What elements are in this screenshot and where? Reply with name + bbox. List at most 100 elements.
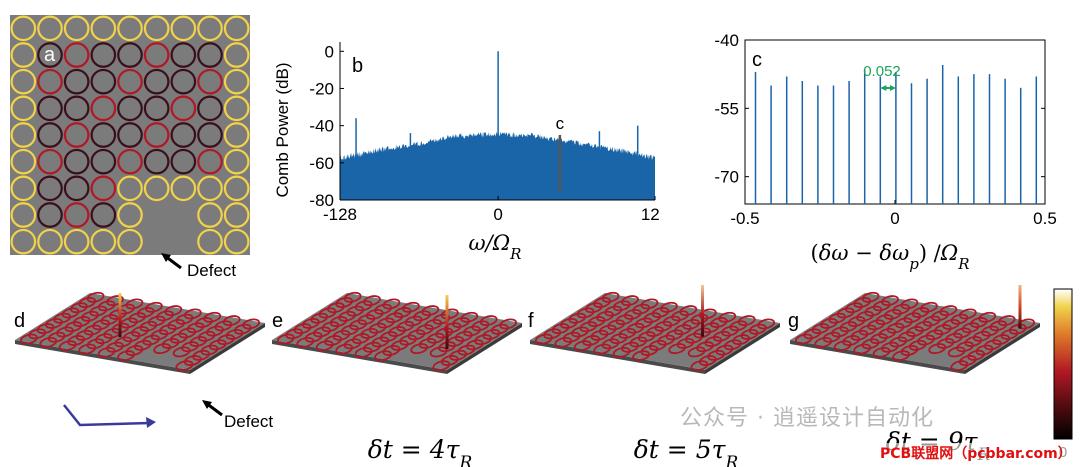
ring-resonator-3d [424,318,443,330]
ring-resonator-3d [944,332,963,344]
ring-resonator-3d [931,310,949,322]
ring-resonator-3d [936,337,955,349]
intensity-spike [118,293,122,338]
ring-resonator-3d [844,302,863,314]
ring-resonator-3d [401,301,420,313]
ring-resonator-3d [374,303,393,315]
ring-resonator-3d [482,328,501,340]
ring-resonator-3d [379,331,398,343]
panel-f-3d [530,285,780,374]
ring-resonator-3d [601,291,620,303]
ring-resonator-3d [310,312,329,324]
ring-resonator [37,42,63,68]
ring-resonator-3d [426,332,445,344]
ring-resonator-3d [457,344,476,356]
ring-resonator-3d [869,333,888,345]
ring-resonator-3d [886,322,905,334]
ring-resonator-3d [83,324,102,336]
ring-resonator-3d [222,315,241,327]
ring-resonator-3d [740,328,759,340]
ring-resonator-3d [961,322,980,334]
ring-resonator-3d [707,349,726,361]
ring-resonator [37,202,63,228]
ring-resonator-3d [831,326,849,338]
ring-resonator [143,175,170,202]
ring-resonator-3d [133,339,152,351]
panel-label-g: g [788,310,799,332]
ring-resonator-3d [326,302,345,314]
lattice-edge [190,323,265,374]
ring-resonator-3d [584,302,603,314]
ring-resonator-3d [881,295,899,307]
ring-resonator [90,228,117,255]
ring-resonator [170,68,197,95]
ring-resonator-3d [757,318,776,330]
ring-resonator-3d [853,343,872,355]
ring-resonator-3d [933,324,952,336]
ring-resonator-3d [465,339,484,351]
ring-resonator-3d [139,320,158,332]
ring-resonator [37,122,63,148]
ring-resonator-3d [404,315,423,327]
ring-resonator-3d [418,337,437,349]
ring-resonator-3d [942,318,961,330]
ring-resonator-3d [967,349,986,361]
ring-resonator-3d [28,328,47,340]
ring-resonator-3d [587,316,606,327]
ring-resonator-3d [814,336,833,348]
spacing-label: 0.052 [863,63,901,80]
lattice-edge [447,323,522,374]
ring-resonator-3d [421,305,440,317]
ring-resonator-3d [39,336,58,348]
ring-resonator-3d [842,335,861,346]
ring-resonator-3d [648,339,667,351]
panel-g-3d [790,285,1040,374]
intensity-spike [1018,285,1022,329]
ring-resonator-3d [164,305,183,317]
ring-resonator [223,68,250,95]
ring-resonator [117,175,143,202]
ring-resonator [90,95,117,122]
ring-resonator [63,148,90,175]
ring-resonator [197,122,223,148]
ring-resonator-3d [997,315,1016,327]
ring-resonator [197,202,223,228]
ring-resonator-3d [983,339,1002,351]
ring-resonator-3d [440,355,459,366]
panel-label-d: d [14,310,25,332]
ring-resonator [223,228,250,255]
ring-resonator-3d [715,344,734,356]
ring-resonator-3d [144,301,163,313]
defect-callout-a: Defect [161,253,236,280]
ring-resonator [143,148,170,175]
ring-resonator-3d [161,337,180,349]
ring-resonator-3d [748,323,767,335]
ring-resonator [223,148,250,175]
ring-resonator-3d [175,360,194,372]
ring-resonator-3d [78,297,97,308]
ring-resonator-3d [100,314,119,326]
ring-resonator [117,122,143,148]
ring-resonator [37,95,63,122]
ring-resonator-3d [850,329,869,341]
ring-resonator-3d [875,314,894,326]
ring-resonator-3d [474,334,493,346]
ring-resonator-3d [415,324,434,336]
ring-resonator-3d [615,314,634,326]
x-axis-label-c: (δω − δωp) /ΩR [811,241,970,273]
y-tick-label-b: -20 [309,79,334,98]
ring-resonator-3d [36,323,55,335]
panel-d-3d [15,291,265,374]
ring-resonator-3d [153,343,172,355]
ring-resonator [197,95,223,122]
ring-resonator-3d [551,323,570,335]
ring-resonator-3d [343,338,362,350]
ring-resonator-3d [872,346,891,358]
ring-resonator-3d [354,300,373,312]
ring-resonator-3d [217,334,236,346]
ring-resonator-3d [794,333,813,345]
ring-resonator-3d [175,313,194,325]
x-tick-label-c: -0.5 [730,209,759,228]
ring-resonator-3d [828,312,847,324]
ring-resonator-3d [682,318,701,330]
